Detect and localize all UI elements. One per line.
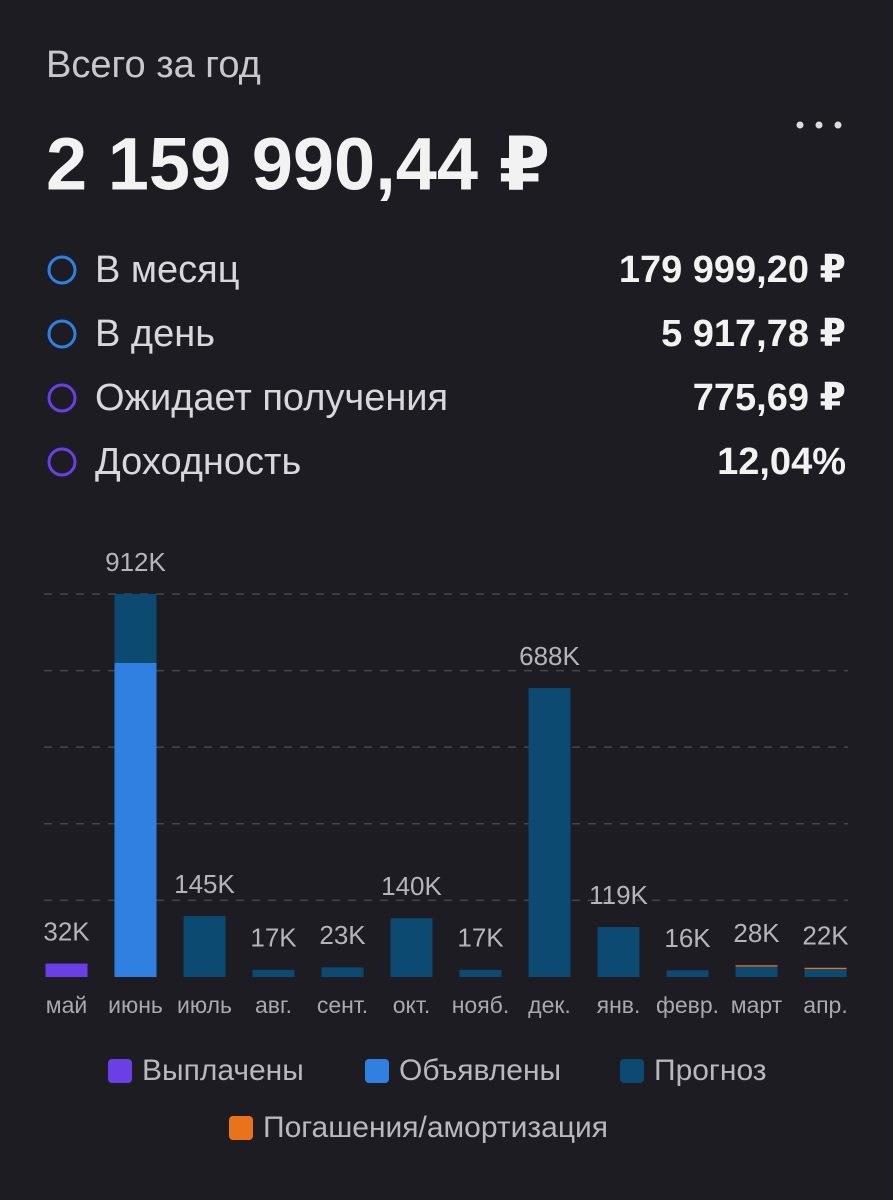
row-value: 179 999,20 ₽ bbox=[619, 249, 846, 291]
x-tick-label: авг. bbox=[255, 992, 292, 1018]
total-label: 17K bbox=[457, 923, 504, 953]
x-tick-label: февр. bbox=[656, 992, 719, 1018]
total: 2 159 990,44 ₽ bbox=[46, 123, 550, 206]
row-icon bbox=[47, 255, 77, 285]
total-label: 32K bbox=[43, 916, 90, 946]
x-tick-label: июнь bbox=[108, 992, 163, 1018]
bar-segment bbox=[183, 916, 226, 977]
bar-segment bbox=[804, 967, 847, 970]
x-tick-label: дек. bbox=[528, 992, 571, 1018]
bar-segment bbox=[597, 927, 640, 977]
row-icon bbox=[47, 447, 77, 477]
x-tick-label: март bbox=[731, 992, 783, 1018]
legend-label: Прогноз bbox=[654, 1054, 767, 1087]
bar-segment bbox=[390, 918, 433, 977]
x-tick-label: июль bbox=[177, 992, 232, 1018]
row-value: 12,04% bbox=[717, 441, 846, 483]
bar-segment bbox=[459, 969, 502, 977]
legend-swatch bbox=[229, 1116, 253, 1140]
x-tick-label: май bbox=[46, 992, 87, 1018]
bar-segment bbox=[735, 965, 778, 967]
dot[interactable] bbox=[834, 121, 842, 129]
total-label: 912K bbox=[105, 547, 166, 577]
row-label: Ожидает получения bbox=[95, 377, 448, 419]
total-label: 140K bbox=[381, 871, 442, 901]
more-button[interactable] bbox=[796, 121, 842, 129]
row-icon bbox=[47, 319, 77, 349]
x-tick-label: апр. bbox=[803, 992, 847, 1018]
row-icon bbox=[47, 383, 77, 413]
dot[interactable] bbox=[796, 121, 804, 129]
total-label: 119K bbox=[589, 880, 648, 910]
bar-segment bbox=[114, 662, 157, 977]
x-tick-label: нояб. bbox=[452, 992, 510, 1018]
bar-segment bbox=[114, 594, 157, 663]
row-label: В день bbox=[95, 313, 215, 355]
total-label: 145K bbox=[174, 869, 235, 899]
row-value: 775,69 ₽ bbox=[693, 377, 846, 419]
total-label: 22K bbox=[802, 921, 849, 951]
total-label: 23K bbox=[319, 920, 366, 950]
total-label: 16K bbox=[664, 923, 711, 953]
bar-segment bbox=[528, 688, 571, 977]
legend-swatch bbox=[365, 1059, 389, 1083]
total-label: 688K bbox=[519, 641, 580, 671]
legend-swatch bbox=[620, 1059, 644, 1083]
bar-segment bbox=[666, 970, 709, 977]
bar-segment bbox=[321, 967, 364, 977]
bar-segment bbox=[735, 966, 778, 977]
total-label: 17K bbox=[250, 923, 297, 953]
row-value: 5 917,78 ₽ bbox=[661, 313, 846, 355]
dot[interactable] bbox=[815, 121, 823, 129]
legend-swatch bbox=[108, 1059, 132, 1083]
x-tick-label: янв. bbox=[597, 992, 641, 1018]
bar-segment bbox=[45, 963, 88, 977]
title: Всего за год bbox=[46, 44, 261, 86]
row-label: В месяц bbox=[95, 249, 240, 291]
bar-segment bbox=[252, 969, 295, 977]
legend-label: Объявлены bbox=[399, 1054, 561, 1087]
row-label: Доходность bbox=[95, 441, 301, 483]
legend-label: Выплачены bbox=[142, 1054, 304, 1087]
bar-segment bbox=[804, 969, 847, 977]
x-tick-label: окт. bbox=[393, 992, 431, 1018]
x-tick-label: сент. bbox=[317, 992, 368, 1018]
total-label: 28K bbox=[733, 918, 780, 948]
legend-label: Погашения/амортизация bbox=[263, 1111, 608, 1144]
